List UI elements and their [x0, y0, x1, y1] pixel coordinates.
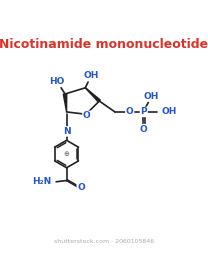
Polygon shape	[85, 88, 100, 102]
Text: OH: OH	[143, 92, 158, 101]
Text: HO: HO	[49, 77, 64, 86]
Text: OH: OH	[162, 108, 177, 116]
Text: ⊕: ⊕	[64, 151, 69, 157]
Text: P: P	[140, 108, 147, 116]
Text: O: O	[83, 111, 91, 120]
Text: O: O	[126, 108, 134, 116]
Text: O: O	[140, 125, 148, 134]
Polygon shape	[63, 94, 67, 112]
Text: Nicotinamide mononucleotide: Nicotinamide mononucleotide	[0, 38, 208, 51]
Text: H₂N: H₂N	[32, 177, 51, 186]
Text: N: N	[63, 127, 70, 136]
Text: O: O	[77, 183, 85, 192]
Text: shutterstock.com · 2060105846: shutterstock.com · 2060105846	[54, 239, 154, 244]
Text: OH: OH	[84, 71, 99, 80]
